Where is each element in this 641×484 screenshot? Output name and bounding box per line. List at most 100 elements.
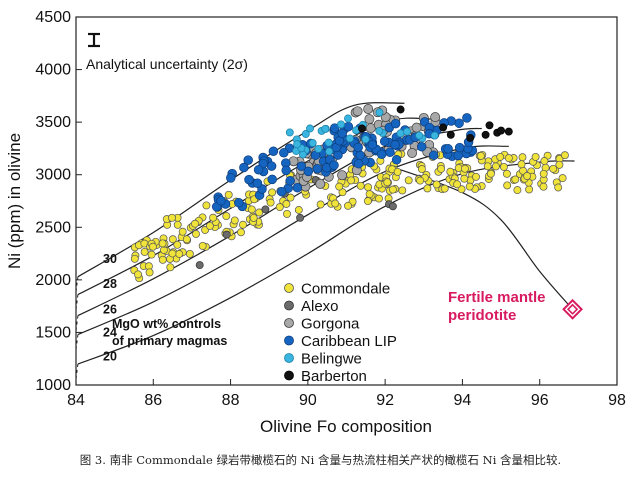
- data-point: [140, 247, 149, 256]
- data-point: [531, 152, 540, 161]
- data-point: [267, 174, 277, 185]
- data-point: [443, 144, 453, 154]
- curve-labels: 30 28 26 24 20: [103, 252, 117, 364]
- data-point: [209, 213, 218, 222]
- data-point: [261, 205, 270, 214]
- data-point: [253, 165, 264, 175]
- legend-marker: [284, 283, 294, 293]
- uncertainty-label: Analytical uncertainty (2σ): [86, 56, 248, 72]
- data-point: [312, 164, 323, 174]
- legend-label: Commondale: [301, 281, 390, 298]
- mgo-curve-stub: [75, 276, 79, 292]
- data-point: [485, 121, 494, 130]
- data-point: [549, 164, 558, 173]
- data-point: [383, 178, 392, 187]
- data-point: [195, 261, 204, 270]
- data-point: [404, 176, 413, 185]
- data-point: [296, 161, 307, 172]
- legend-label: Caribbean LIP: [301, 333, 397, 350]
- data-point: [294, 206, 303, 214]
- series-commondale: [130, 149, 569, 283]
- data-point: [375, 194, 383, 203]
- legend-label: Alexo: [301, 298, 339, 315]
- data-point: [502, 169, 511, 178]
- legend-label: Gorgona: [301, 316, 360, 333]
- data-point: [403, 127, 411, 136]
- chart: 84 86 88 90 92 94 96 98 1000 1500 2000 2500 3000 350…: [5, 9, 626, 436]
- data-point: [226, 173, 236, 183]
- y-axis-label: Ni (ppm) in olivine: [5, 133, 24, 269]
- data-point: [376, 149, 387, 160]
- data-point: [293, 140, 302, 149]
- data-point: [344, 201, 352, 210]
- data-point: [182, 235, 191, 244]
- y-tick-label: 3500: [35, 114, 71, 131]
- mgo-curve-26: [77, 127, 482, 317]
- data-point: [363, 197, 372, 206]
- data-point: [205, 221, 214, 230]
- data-point: [266, 198, 275, 207]
- data-point: [222, 230, 231, 239]
- data-point: [364, 114, 375, 125]
- data-point: [276, 186, 287, 197]
- data-point: [244, 174, 254, 185]
- data-point: [158, 239, 167, 248]
- y-tick-label: 4000: [35, 62, 71, 79]
- legend-marker: [284, 335, 294, 346]
- data-point: [247, 205, 256, 214]
- data-point: [540, 157, 549, 165]
- data-point: [396, 129, 405, 138]
- data-point: [391, 155, 402, 165]
- data-point: [416, 141, 427, 152]
- data-point: [407, 148, 418, 158]
- data-point: [148, 242, 157, 251]
- data-point: [279, 148, 289, 158]
- data-point: [558, 174, 567, 183]
- series-barberton: [358, 105, 513, 142]
- data-point: [282, 200, 291, 208]
- legend-label: Belingwe: [301, 351, 362, 368]
- data-point: [411, 122, 422, 133]
- data-point: [390, 118, 401, 129]
- data-point: [356, 181, 365, 190]
- data-point: [315, 178, 326, 189]
- data-point: [499, 162, 508, 171]
- data-point: [329, 160, 339, 170]
- figure-caption: 图 3. 南非 Commondale 绿岩带橄榄石的 Ni 含量与热流柱相关产状…: [79, 453, 562, 467]
- data-point: [440, 184, 449, 193]
- x-tick-label: 88: [222, 392, 240, 409]
- data-point: [497, 126, 506, 135]
- data-point: [321, 124, 330, 133]
- data-point: [388, 202, 397, 211]
- data-point: [324, 138, 333, 147]
- data-point: [314, 144, 323, 153]
- data-point: [539, 182, 548, 191]
- y-tick-label: 1500: [35, 324, 71, 341]
- mgo-curve-stub: [75, 363, 79, 379]
- data-point: [316, 200, 325, 209]
- data-point: [198, 241, 207, 250]
- data-point: [285, 128, 294, 137]
- legend-marker: [284, 318, 294, 328]
- data-point: [166, 263, 175, 272]
- data-point: [390, 140, 400, 150]
- data-point: [239, 220, 247, 229]
- data-point: [555, 160, 564, 169]
- x-axis-label: Olivine Fo composition: [260, 417, 432, 436]
- data-point: [192, 230, 200, 238]
- fertile-mantle-label: Fertile mantle: [448, 289, 546, 306]
- scatter-points: [130, 104, 569, 283]
- data-point: [283, 209, 291, 218]
- data-point: [329, 123, 340, 133]
- data-point: [301, 130, 310, 138]
- y-tick-label: 4500: [35, 9, 71, 26]
- data-point: [375, 126, 384, 135]
- annotation-mgo-controls: MgO wt% controls: [112, 317, 221, 331]
- data-point: [511, 175, 520, 184]
- data-point: [255, 208, 264, 217]
- data-point: [361, 135, 370, 144]
- mgo-curve-stub: [75, 315, 79, 331]
- data-point: [416, 176, 425, 185]
- data-point: [239, 162, 249, 173]
- y-axis-ticks: 1000 1500 2000 2500 3000 3500 4000 4500: [35, 9, 82, 394]
